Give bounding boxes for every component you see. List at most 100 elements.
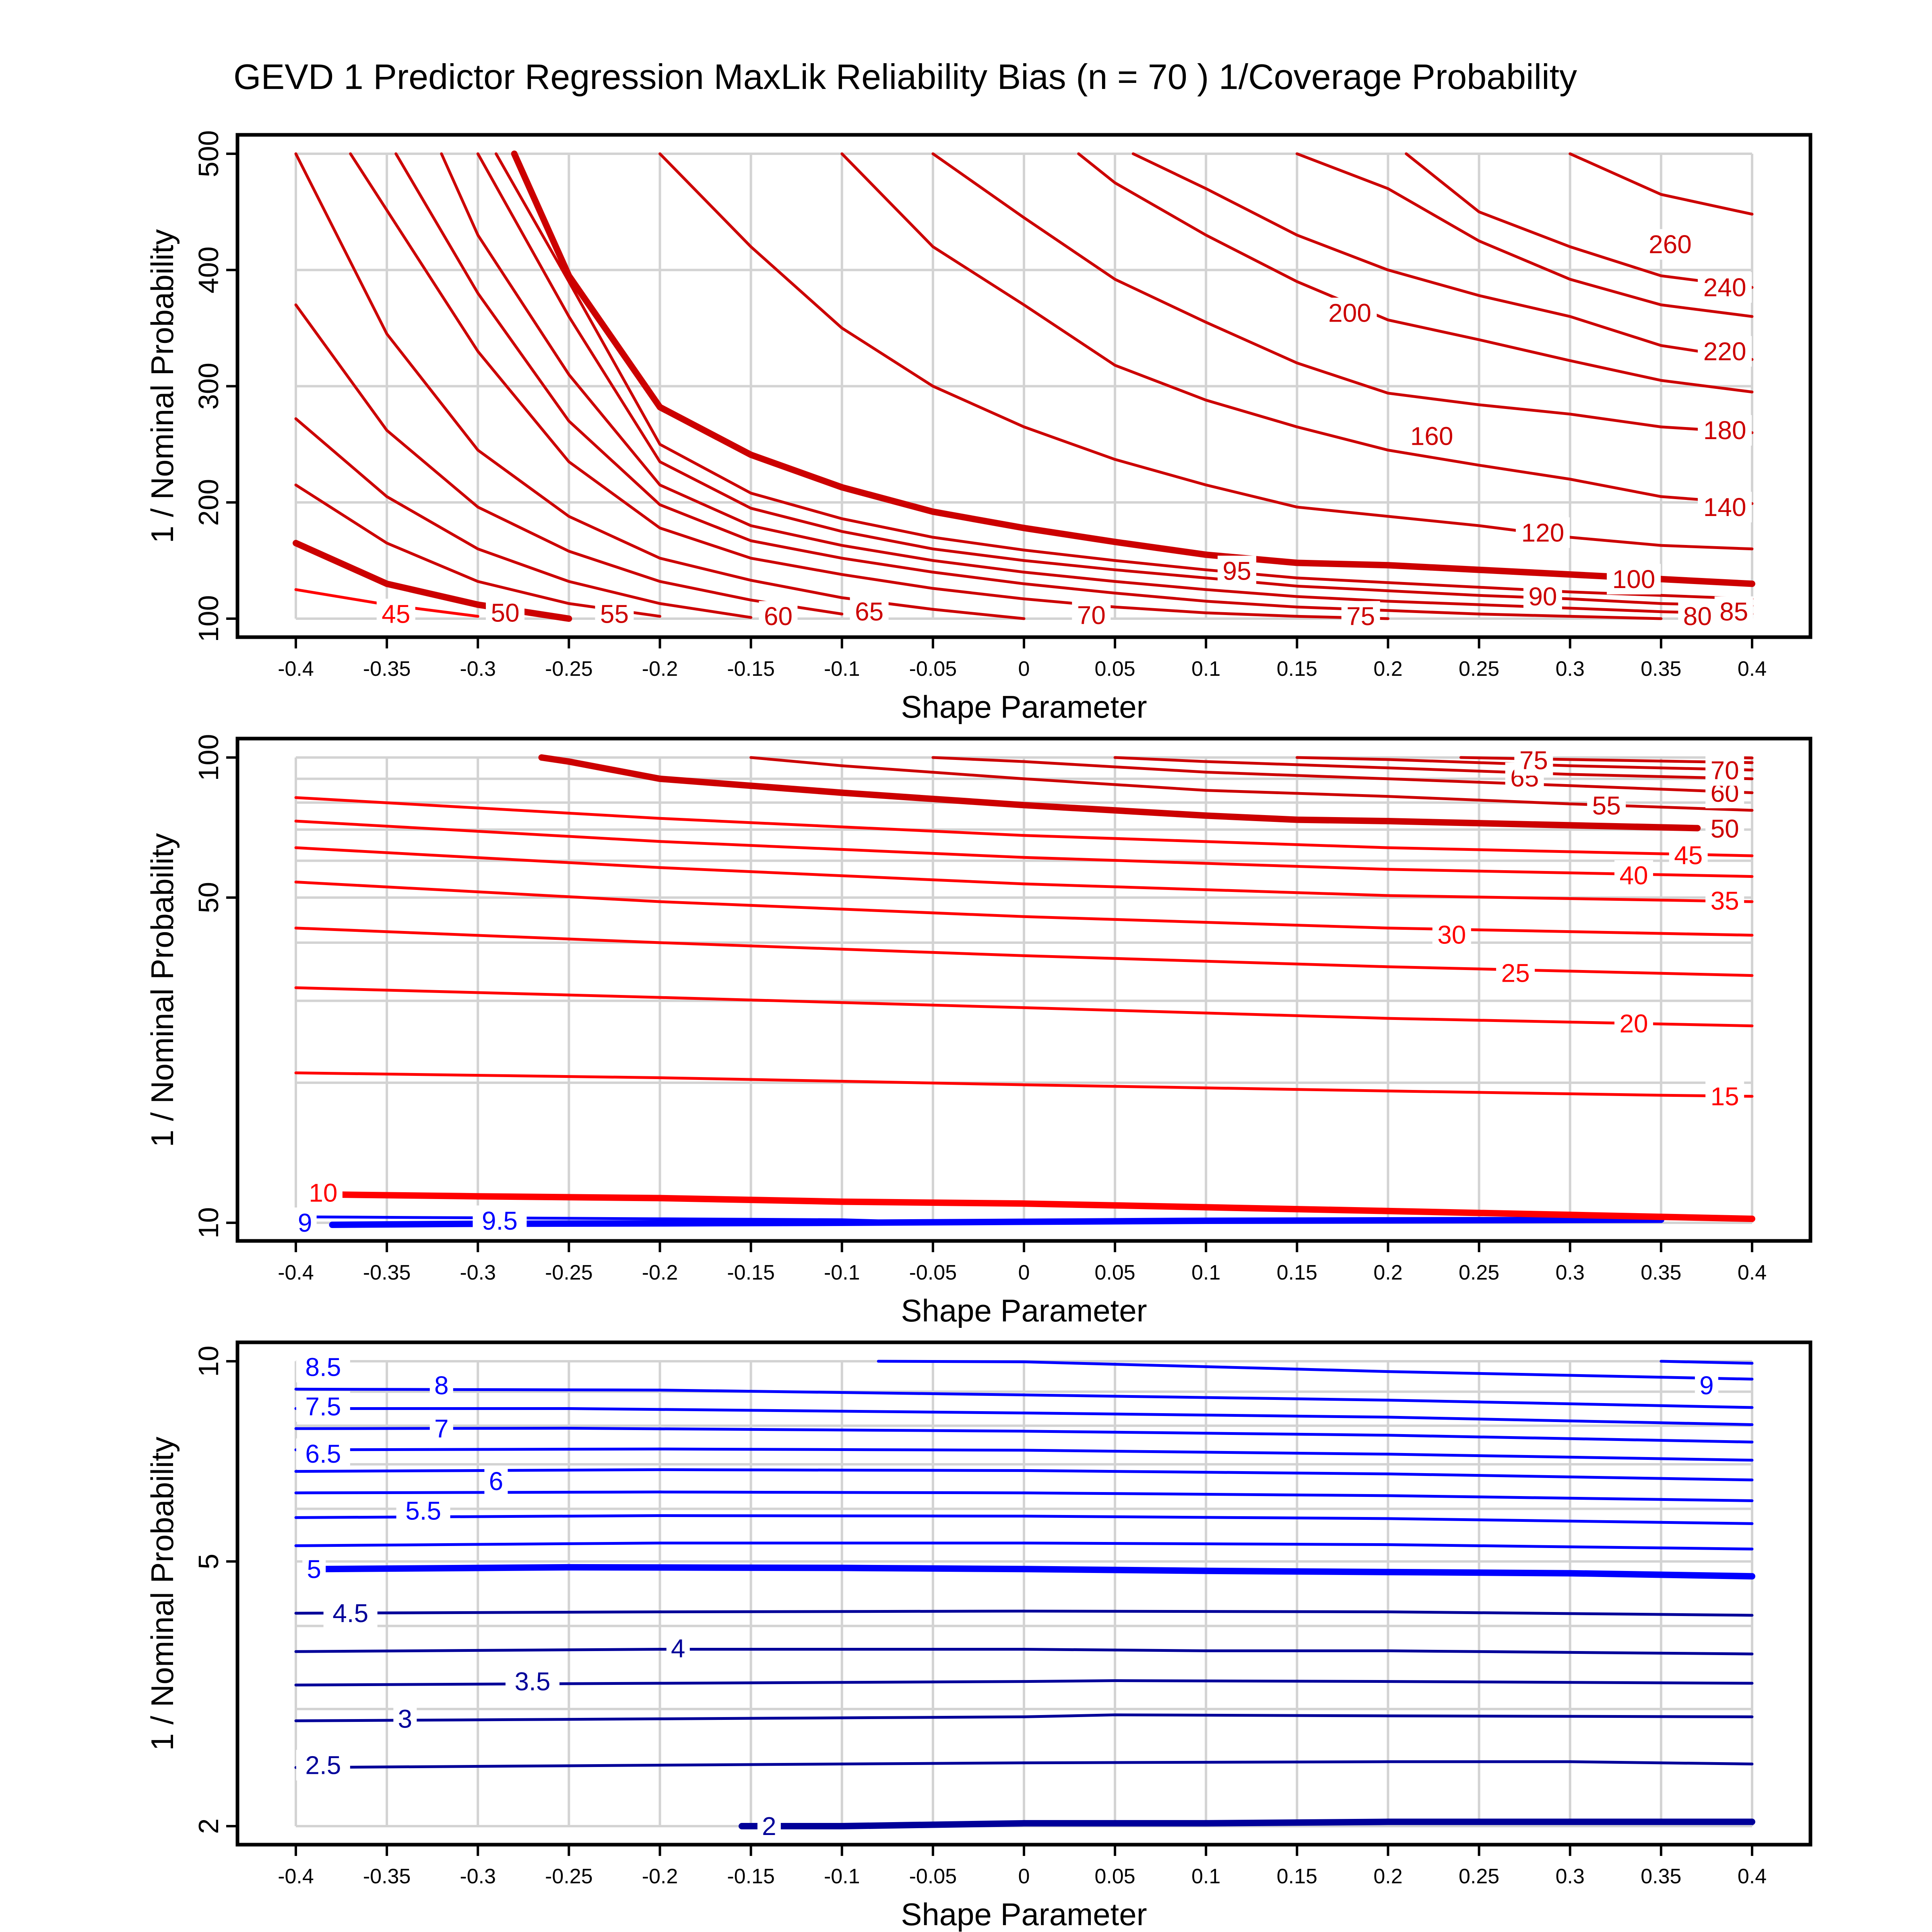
x-tick-label: 0 [1018, 1261, 1030, 1284]
contour-line-8 [294, 1426, 1754, 1444]
contour-label-background [473, 1205, 527, 1236]
contour-line-5-5 [294, 1542, 1754, 1550]
contour-label-background [595, 599, 634, 630]
contour-line-10 [329, 1191, 1755, 1222]
x-tick-label: 0.4 [1738, 657, 1767, 681]
contour-labels: 8.5 8 7.5 7 6.5 6 5.5 5 4.5 4 3.5 3 2.5 2 9 [296, 1352, 1718, 1841]
contour-line-3 [294, 1713, 1754, 1722]
y-axis-title: 1 / Nominal Probability [144, 1437, 180, 1750]
contour-line-70 [1295, 756, 1754, 772]
x-tick-label: -0.4 [278, 657, 314, 681]
contour-lines [294, 1360, 1755, 1829]
x-tick-label: 0.3 [1556, 1865, 1585, 1888]
contour-line-6-5 [294, 1490, 1754, 1502]
contour-label: 70 [1711, 756, 1739, 785]
x-tick-label: 0.05 [1095, 1865, 1135, 1888]
x-tick-label: 0.15 [1277, 657, 1317, 681]
contour-label: 120 [1521, 518, 1565, 547]
contour-label: 3 [398, 1704, 413, 1733]
x-tick-label: 0 [1018, 657, 1030, 681]
contour-label-background [1698, 415, 1752, 446]
contour-line-7 [294, 1468, 1754, 1482]
contour-label-background [1705, 755, 1744, 786]
contour-label: 9.5 [482, 1206, 518, 1235]
x-tick-label: -0.25 [545, 1261, 593, 1284]
contour-line-75 [349, 152, 1389, 620]
contour-label: 6 [489, 1467, 504, 1496]
contour-label: 25 [1501, 959, 1530, 988]
contour-label-background [376, 599, 415, 630]
x-tick-label: -0.3 [460, 657, 496, 681]
contour-label: 200 [1328, 299, 1371, 328]
contour-label-background [296, 1750, 350, 1781]
contour-label: 5 [307, 1554, 321, 1583]
contour-label-background [850, 596, 889, 627]
contour-line-260 [1569, 152, 1754, 216]
x-tick-label: -0.2 [642, 1865, 678, 1888]
y-tick-label: 300 [193, 363, 224, 410]
contour-label: 45 [1674, 841, 1703, 870]
contour-label: 55 [600, 599, 629, 628]
contour-label: 70 [1077, 601, 1106, 630]
x-tick-label: 0.35 [1641, 1865, 1681, 1888]
x-tick-label: 0.25 [1459, 1865, 1499, 1888]
contour-line-2-5 [294, 1760, 1754, 1769]
y-axis: 100 200 300 400 500 1 / Nominal Probability [144, 130, 237, 642]
contour-label-background [1496, 958, 1535, 989]
contour-label-background [296, 1391, 350, 1422]
contour-line-45 [294, 796, 1754, 857]
chart-title: GEVD 1 Predictor Regression MaxLik Relia… [233, 57, 1577, 97]
x-tick-label: -0.25 [545, 657, 593, 681]
contour-label-background [1607, 564, 1661, 594]
x-tick-label: -0.2 [642, 1261, 678, 1284]
contour-label: 15 [1711, 1082, 1739, 1111]
x-tick-label: -0.3 [460, 1865, 496, 1888]
x-tick-label: 0.15 [1277, 1261, 1317, 1284]
y-tick-label: 10 [193, 1207, 224, 1238]
y-tick-label: 50 [193, 882, 224, 913]
contour-line-4-5 [294, 1610, 1754, 1617]
contour-label: 6.5 [305, 1439, 341, 1468]
contour-label-background [1698, 272, 1752, 303]
contour-labels: 45 50 55 60 65 70 75 80 85 90 95 100 120 140 160 180 200… [376, 229, 1753, 632]
contour-label: 85 [1719, 597, 1748, 626]
contour-label: 75 [1346, 602, 1375, 631]
contour-line-2 [739, 1818, 1755, 1829]
contour-line-7-5 [294, 1447, 1754, 1462]
contour-label: 9 [1699, 1371, 1714, 1400]
contour-label-background [759, 601, 798, 632]
contour-label-background [296, 1438, 350, 1469]
contour-line-80 [394, 152, 1663, 620]
contour-label: 40 [1619, 861, 1648, 890]
contour-label: 180 [1703, 416, 1746, 445]
contour-line-30 [294, 880, 1754, 937]
contour-label: 2.5 [305, 1751, 341, 1780]
x-tick-label: -0.4 [278, 1261, 314, 1284]
contour-label-background [1072, 600, 1111, 631]
contour-label-background [1705, 886, 1744, 916]
y-tick-label: 400 [193, 246, 224, 293]
contour-lines [293, 151, 1755, 622]
contour-label: 100 [1612, 565, 1655, 594]
contour-line-9-5 [329, 1216, 1664, 1228]
contour-label-background [323, 1598, 378, 1629]
y-tick-label: 500 [193, 130, 224, 178]
x-tick-label: -0.1 [824, 1261, 860, 1284]
panel-top: 45 50 55 60 65 70 75 80 85 90 95 100 120 140 160 180 200… [144, 130, 1812, 724]
contour-label-background [393, 1703, 417, 1734]
contour-label-background [1643, 229, 1697, 260]
contour-label: 4 [671, 1634, 685, 1663]
contour-label: 240 [1703, 273, 1746, 302]
contour-label-background [293, 1208, 317, 1238]
contour-label-background [1669, 840, 1708, 871]
contour-label: 50 [1711, 814, 1739, 843]
contour-label-background [666, 1633, 690, 1664]
x-axis: -0.4 -0.35 -0.3 -0.25 -0.2 -0.15 -0.1 -0.05 0 0.0… [278, 1241, 1767, 1328]
x-tick-label: -0.4 [278, 1865, 314, 1888]
contour-label: 260 [1649, 230, 1692, 259]
x-tick-label: -0.35 [363, 657, 411, 681]
contour-lines [294, 754, 1755, 1228]
y-axis-title: 1 / Nominal Probability [144, 833, 180, 1147]
contour-label: 60 [764, 602, 793, 631]
